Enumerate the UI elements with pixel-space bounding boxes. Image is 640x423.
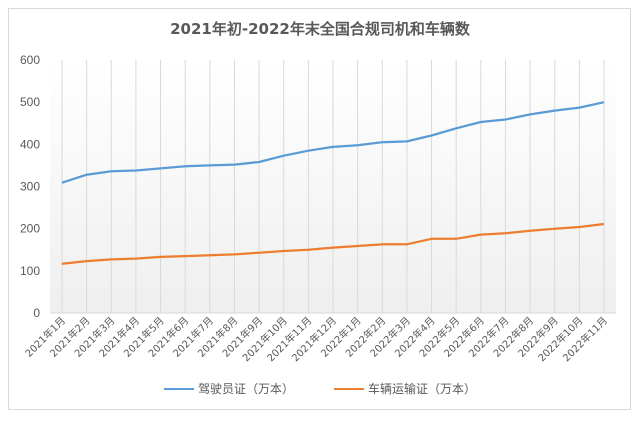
x-axis: 2021年1月2021年2月2021年3月2021年4月2021年5月2021年…: [22, 314, 610, 364]
legend-item-drivers[interactable]: 驾驶员证（万本）: [163, 380, 294, 397]
legend-swatch-blue: [163, 387, 194, 390]
y-tick-label: 600: [20, 53, 40, 67]
y-tick-label: 400: [20, 137, 40, 151]
legend: 驾驶员证（万本） 车辆运输证（万本）: [0, 380, 640, 397]
legend-label: 驾驶员证（万本）: [197, 382, 294, 396]
y-tick-label: 0: [33, 306, 40, 320]
y-tick-label: 100: [20, 264, 40, 278]
y-tick-label: 200: [20, 222, 40, 236]
series-lines: [61, 101, 605, 265]
y-tick-label: 300: [20, 180, 40, 194]
legend-item-vehicles[interactable]: 车辆运输证（万本）: [334, 380, 476, 397]
legend-label: 车辆运输证（万本）: [368, 382, 477, 396]
y-tick-label: 500: [20, 95, 40, 109]
vertical-gridlines: [50, 60, 616, 314]
y-axis: 0 100 200 300 400 500 600: [20, 53, 40, 320]
series-line: [61, 222, 605, 265]
legend-swatch-orange: [334, 387, 364, 390]
chart-title: 2021年初-2022年末全国合规司机和车辆数: [170, 20, 470, 38]
series-line: [61, 101, 605, 184]
